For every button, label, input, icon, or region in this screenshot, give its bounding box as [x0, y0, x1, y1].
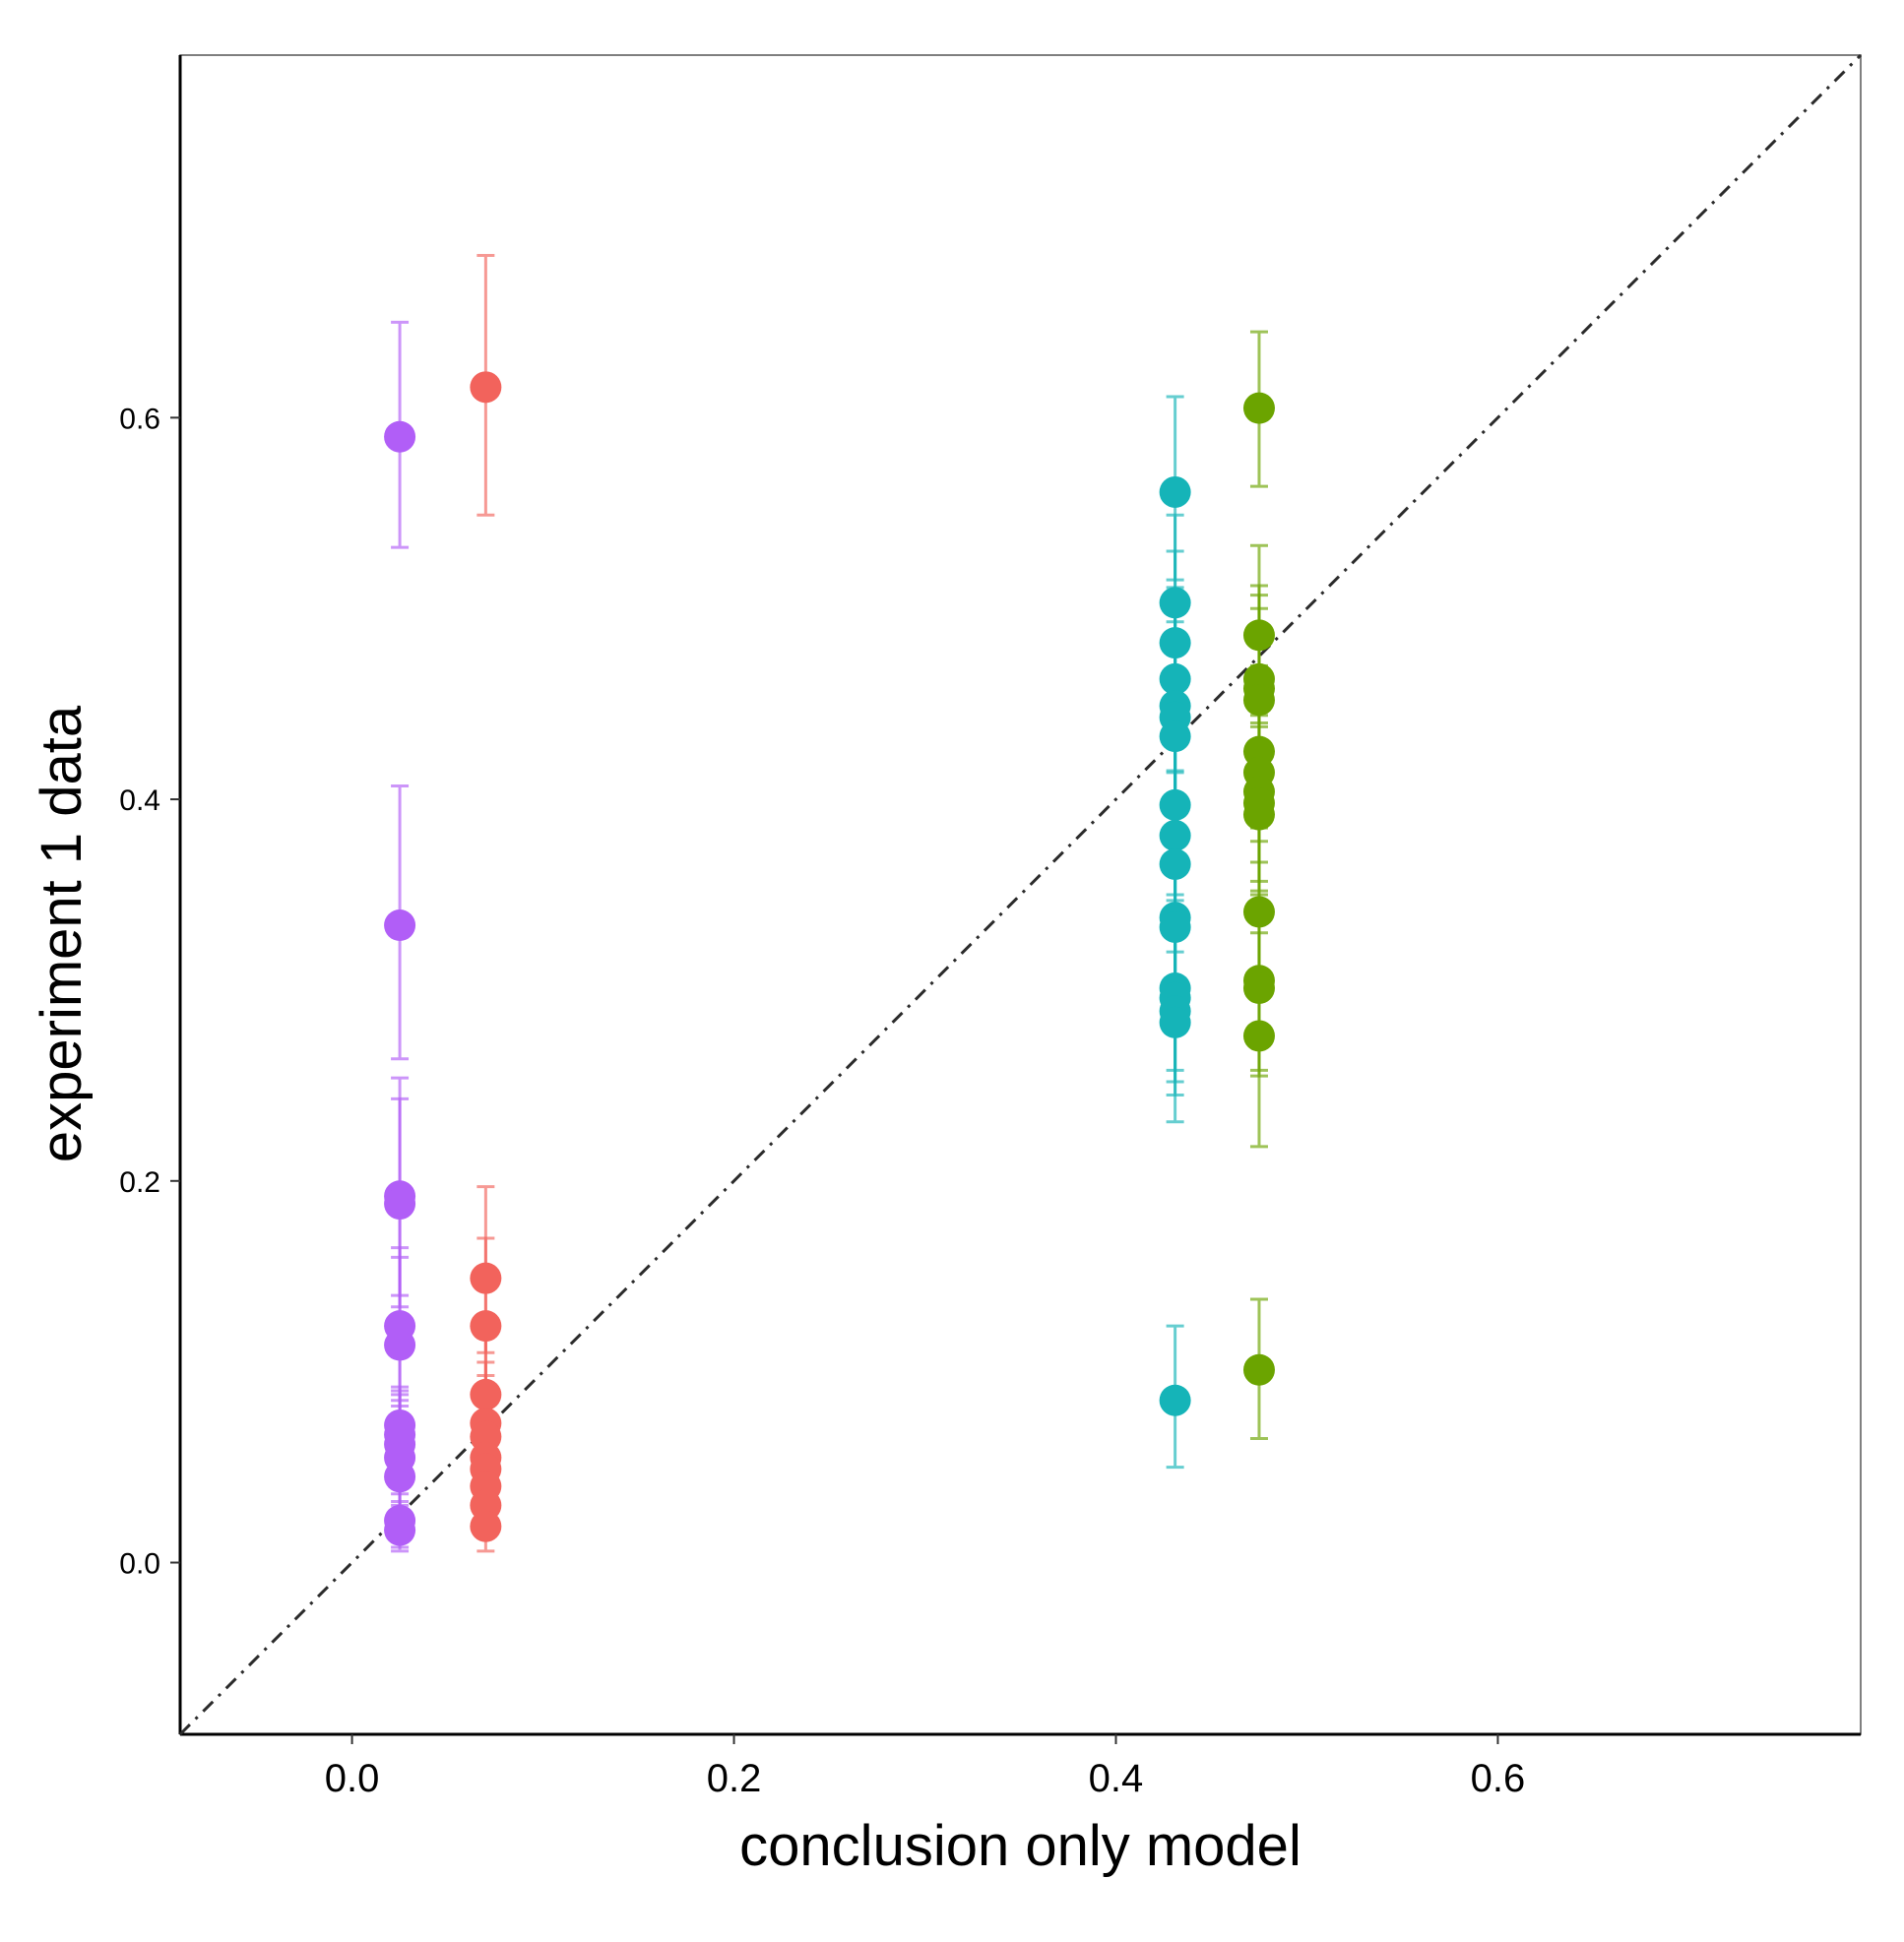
- identity-reference-line: [178, 53, 1863, 1736]
- y-tick-label: 0.4: [119, 784, 160, 817]
- y-axis-title: experiment 1 data: [30, 705, 94, 1162]
- data-point: [1159, 587, 1191, 619]
- data-point: [1159, 910, 1191, 943]
- y-tick-label: 0.6: [119, 403, 160, 435]
- data-point: [384, 1329, 416, 1361]
- x-tick-label: 0.0: [325, 1757, 380, 1800]
- data-point: [1242, 1020, 1275, 1052]
- data-point: [1159, 662, 1191, 695]
- data-points: [384, 371, 1275, 1546]
- data-point: [470, 1262, 502, 1294]
- data-point: [1159, 1384, 1191, 1416]
- data-point: [384, 1514, 416, 1546]
- data-point: [1159, 627, 1191, 659]
- data-point: [1159, 819, 1191, 851]
- x-tick-label: 0.4: [1089, 1757, 1144, 1800]
- x-axis-title: conclusion only model: [739, 1814, 1301, 1878]
- data-point: [1242, 971, 1275, 1004]
- x-axis-ticks: 0.0 0.2 0.4 0.6: [325, 1734, 1525, 1800]
- data-point: [1159, 475, 1191, 508]
- data-point: [1242, 392, 1275, 424]
- data-point: [1242, 684, 1275, 717]
- plot-area: [178, 53, 1863, 1736]
- data-point: [384, 420, 416, 453]
- y-tick-label: 0.0: [119, 1548, 160, 1581]
- x-tick-label: 0.2: [707, 1757, 762, 1800]
- data-point: [1242, 619, 1275, 652]
- data-point: [1159, 1006, 1191, 1038]
- data-point: [1242, 896, 1275, 928]
- data-point: [470, 1510, 502, 1542]
- data-point: [384, 1188, 416, 1221]
- data-point: [1159, 720, 1191, 753]
- data-point: [1159, 847, 1191, 880]
- data-point: [1242, 798, 1275, 831]
- y-axis-ticks: 0.0 0.2 0.4 0.6: [119, 403, 180, 1581]
- data-point: [1159, 788, 1191, 821]
- data-point: [470, 1310, 502, 1343]
- x-tick-label: 0.6: [1471, 1757, 1526, 1800]
- data-point: [470, 371, 502, 404]
- data-point: [470, 1378, 502, 1410]
- data-point: [1242, 1353, 1275, 1386]
- data-point: [384, 909, 416, 942]
- y-tick-label: 0.2: [119, 1166, 160, 1199]
- data-point: [384, 1461, 416, 1493]
